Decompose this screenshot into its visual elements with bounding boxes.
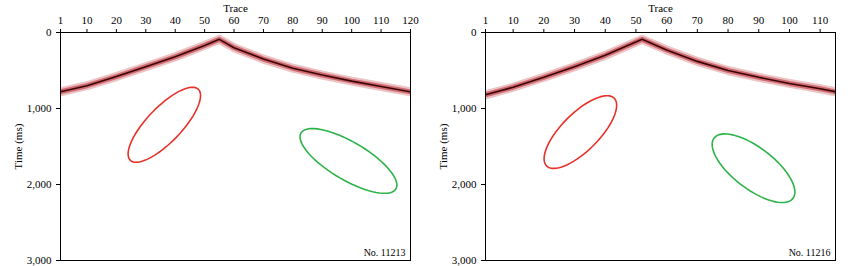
- svg-text:80: 80: [723, 14, 735, 26]
- svg-text:90: 90: [317, 14, 329, 26]
- svg-text:Trace: Trace: [223, 2, 248, 14]
- svg-text:40: 40: [600, 14, 612, 26]
- svg-text:30: 30: [569, 14, 581, 26]
- svg-text:1,000: 1,000: [27, 102, 52, 114]
- svg-text:0: 0: [471, 26, 477, 38]
- svg-text:1,000: 1,000: [452, 102, 477, 114]
- svg-text:80: 80: [287, 14, 299, 26]
- svg-text:110: 110: [373, 14, 390, 26]
- svg-text:0: 0: [46, 26, 52, 38]
- svg-text:120: 120: [402, 14, 419, 26]
- svg-text:110: 110: [812, 14, 829, 26]
- svg-text:1: 1: [483, 14, 489, 26]
- svg-text:70: 70: [692, 14, 704, 26]
- svg-text:60: 60: [661, 14, 673, 26]
- svg-text:2,000: 2,000: [452, 178, 477, 190]
- svg-text:100: 100: [343, 14, 360, 26]
- svg-text:100: 100: [781, 14, 798, 26]
- svg-text:Time (ms): Time (ms): [437, 123, 450, 169]
- svg-text:20: 20: [111, 14, 123, 26]
- svg-text:10: 10: [508, 14, 520, 26]
- svg-text:3,000: 3,000: [452, 254, 477, 266]
- svg-text:90: 90: [753, 14, 765, 26]
- svg-text:50: 50: [199, 14, 211, 26]
- svg-text:10: 10: [81, 14, 93, 26]
- svg-text:No. 11216: No. 11216: [789, 247, 831, 258]
- svg-text:Time (ms): Time (ms): [12, 123, 25, 169]
- svg-text:70: 70: [258, 14, 270, 26]
- svg-text:3,000: 3,000: [27, 254, 52, 266]
- svg-text:No. 11213: No. 11213: [364, 247, 406, 258]
- svg-text:20: 20: [538, 14, 550, 26]
- svg-text:1: 1: [58, 14, 64, 26]
- svg-text:2,000: 2,000: [27, 178, 52, 190]
- svg-text:50: 50: [630, 14, 642, 26]
- svg-text:40: 40: [170, 14, 182, 26]
- svg-text:30: 30: [140, 14, 152, 26]
- svg-text:60: 60: [229, 14, 241, 26]
- svg-text:Trace: Trace: [648, 2, 673, 14]
